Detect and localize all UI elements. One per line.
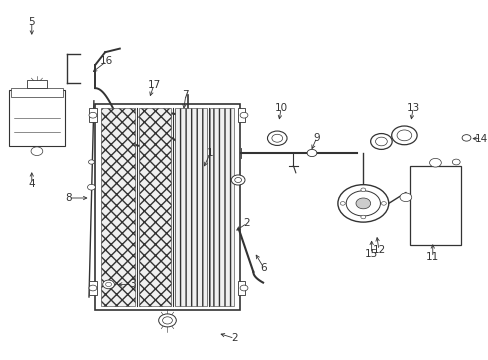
Circle shape: [337, 185, 388, 222]
Circle shape: [360, 215, 365, 219]
Circle shape: [375, 137, 386, 146]
Circle shape: [381, 202, 386, 205]
Bar: [139, 108, 171, 306]
Circle shape: [158, 314, 176, 327]
Circle shape: [370, 134, 391, 149]
Circle shape: [88, 160, 94, 164]
Text: 17: 17: [147, 80, 161, 90]
Circle shape: [231, 175, 244, 185]
Bar: [95, 104, 239, 310]
Text: 15: 15: [364, 249, 378, 259]
Circle shape: [396, 130, 411, 141]
Circle shape: [240, 112, 247, 118]
Bar: [9, 90, 65, 146]
Text: 3: 3: [128, 279, 135, 289]
Text: 6: 6: [260, 263, 267, 273]
Text: 9: 9: [313, 132, 320, 143]
Text: 12: 12: [371, 245, 385, 255]
Text: 10: 10: [274, 103, 287, 113]
Text: 8: 8: [65, 193, 72, 203]
Circle shape: [87, 184, 95, 190]
Circle shape: [306, 149, 316, 157]
Circle shape: [102, 280, 114, 289]
Text: 13: 13: [406, 103, 419, 113]
Bar: [11, 88, 62, 97]
Circle shape: [162, 317, 172, 324]
Bar: [238, 108, 245, 122]
Circle shape: [89, 285, 97, 291]
Bar: [409, 166, 460, 245]
Bar: [101, 108, 135, 306]
Text: 1: 1: [206, 148, 213, 158]
Text: 11: 11: [425, 252, 439, 262]
Bar: [238, 281, 245, 295]
Circle shape: [451, 159, 459, 165]
Bar: [210, 108, 233, 306]
Bar: [27, 80, 47, 88]
Circle shape: [399, 193, 411, 202]
Text: 14: 14: [474, 134, 488, 144]
Bar: [175, 108, 206, 306]
Circle shape: [340, 202, 345, 205]
Circle shape: [355, 198, 370, 209]
Bar: [89, 281, 97, 295]
Text: 2: 2: [243, 218, 250, 228]
Circle shape: [267, 131, 286, 145]
Circle shape: [89, 112, 97, 118]
Circle shape: [31, 147, 43, 156]
Text: 16: 16: [100, 56, 113, 66]
Circle shape: [461, 135, 470, 141]
Circle shape: [360, 188, 365, 192]
Bar: [89, 108, 97, 122]
Text: 7: 7: [182, 90, 189, 100]
Text: 2: 2: [231, 333, 238, 343]
Text: 5: 5: [28, 17, 35, 27]
Circle shape: [428, 158, 440, 167]
Text: 4: 4: [28, 179, 35, 189]
Circle shape: [391, 126, 416, 145]
Circle shape: [240, 285, 247, 291]
Circle shape: [234, 177, 241, 183]
Circle shape: [346, 191, 380, 216]
Circle shape: [105, 282, 111, 287]
Circle shape: [271, 134, 282, 142]
